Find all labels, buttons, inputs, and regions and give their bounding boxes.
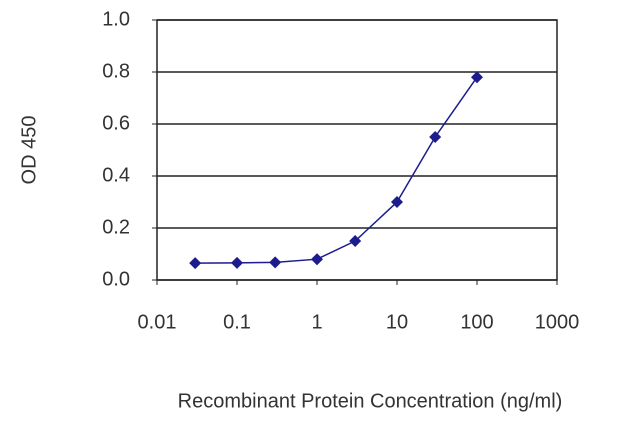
y-axis-label: OD 450 xyxy=(18,116,40,185)
data-point xyxy=(391,196,403,208)
x-tick-label: 100 xyxy=(460,311,493,333)
y-tick-label: 1.0 xyxy=(102,8,130,30)
data-point xyxy=(349,235,362,247)
data-point xyxy=(471,71,483,84)
data-line xyxy=(195,76,478,264)
x-tick-label: 1000 xyxy=(535,311,580,333)
x-tick-label: 10 xyxy=(386,311,408,333)
x-axis-label: Recombinant Protein Concentration (ng/ml… xyxy=(178,390,563,412)
data-point xyxy=(189,257,202,270)
x-tick-label: 1 xyxy=(311,311,322,333)
data-point xyxy=(429,131,442,143)
y-tick-label: 0.6 xyxy=(102,112,130,134)
y-tick-label: 0.4 xyxy=(102,164,130,186)
x-tick-label: 0.01 xyxy=(138,311,177,333)
y-tick-label: 0.0 xyxy=(102,268,130,290)
data-point xyxy=(231,256,243,269)
y-tick-label: 0.2 xyxy=(102,216,130,238)
x-tick-label: 0.1 xyxy=(223,311,251,333)
data-point xyxy=(311,253,323,266)
y-tick-label: 0.8 xyxy=(102,60,130,82)
data-point xyxy=(269,256,282,269)
